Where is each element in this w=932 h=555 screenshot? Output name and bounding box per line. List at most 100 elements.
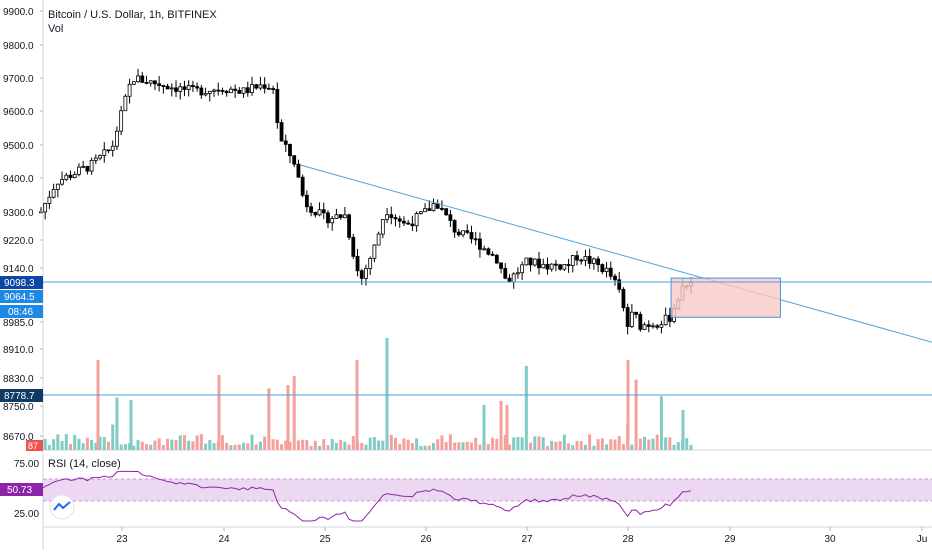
candle-body — [503, 267, 508, 279]
candle-body — [385, 214, 389, 220]
volume-bar — [250, 434, 254, 450]
volume-bar — [436, 439, 440, 450]
volume-bar — [313, 440, 317, 450]
candle-body — [309, 206, 313, 213]
volume-bar — [562, 434, 566, 450]
candle-body — [655, 325, 660, 328]
volume-bar — [651, 438, 655, 450]
candle-body — [423, 208, 427, 213]
volume-bar — [364, 444, 368, 450]
candle-body — [617, 279, 622, 290]
volume-bar — [440, 435, 444, 450]
candle-body — [283, 140, 288, 145]
symbol-title[interactable]: Bitcoin / U.S. Dollar, 1h, BITFINEX — [48, 9, 217, 21]
volume-bar — [263, 436, 267, 450]
candle-body — [570, 255, 575, 266]
candle-body — [621, 288, 626, 309]
candle-body — [625, 307, 630, 327]
volume-bar — [326, 445, 330, 450]
candle-body — [532, 258, 537, 266]
volume-bar — [77, 438, 81, 450]
target-zone[interactable] — [670, 277, 781, 318]
candle-body — [456, 231, 461, 236]
candle-body — [520, 264, 525, 274]
candle-body — [634, 311, 638, 315]
price-tick-label: 9900.0 — [3, 7, 34, 18]
volume-bar — [102, 437, 106, 450]
candle-body — [43, 202, 48, 213]
candle-body — [465, 230, 470, 233]
time-tick-label: 26 — [420, 534, 432, 545]
rsi-tick-75: 75.00 — [14, 459, 39, 470]
candle-body — [123, 95, 128, 112]
volume-bar — [394, 437, 398, 450]
candle-body — [478, 238, 482, 250]
rsi-value-badge-text: 50.73 — [7, 485, 32, 496]
candle-body — [431, 203, 436, 211]
candle-body — [435, 203, 440, 209]
candle-body — [486, 248, 491, 255]
candle-body — [115, 130, 119, 147]
candle-body — [579, 259, 584, 262]
candle-body — [317, 209, 322, 216]
volume-bar — [419, 445, 423, 450]
time-tick-label: 25 — [319, 534, 331, 545]
candle-body — [613, 275, 617, 281]
volume-bar — [343, 441, 347, 450]
volume-label[interactable]: Vol — [48, 23, 64, 35]
candle-body — [566, 264, 571, 266]
volume-bar — [634, 379, 638, 450]
tradingview-logo[interactable] — [49, 494, 75, 520]
volume-bar — [170, 439, 174, 450]
candle-body — [275, 88, 280, 123]
volume-bar — [554, 441, 558, 450]
volume-bar — [161, 445, 165, 450]
volume-bar — [520, 437, 524, 450]
volume-bar — [140, 441, 144, 450]
candle-body — [663, 314, 668, 326]
candle-body — [98, 155, 102, 159]
candle-body — [186, 85, 191, 90]
volume-bar — [389, 434, 393, 450]
candle-body — [279, 122, 284, 142]
candle-body — [659, 324, 664, 328]
candle-body — [169, 87, 174, 90]
volume-bar — [144, 444, 148, 450]
candle-body — [638, 313, 643, 330]
volume-bar — [529, 442, 533, 450]
candle-body — [414, 213, 419, 227]
volume-bar — [94, 442, 98, 450]
badge-hline-price: 8778.7 — [0, 389, 43, 402]
volume-bar — [474, 437, 478, 450]
volume-bar — [647, 439, 651, 450]
price-tick-label: 9140.0 — [3, 264, 34, 275]
trendline[interactable] — [300, 164, 932, 344]
volume-bar — [195, 435, 199, 450]
volume-bar — [507, 444, 511, 450]
volume-bar — [469, 442, 473, 450]
candle-body — [440, 207, 444, 210]
volume-bar — [381, 440, 385, 450]
candle-body — [93, 157, 98, 161]
candle-body — [359, 270, 364, 279]
volume-bar — [672, 444, 676, 450]
volume-bar — [322, 439, 326, 450]
volume-bar — [368, 437, 372, 450]
rsi-title[interactable]: RSI (14, close) — [48, 458, 121, 470]
candle-body — [292, 155, 297, 165]
candle-body — [72, 174, 77, 179]
candle-body — [347, 214, 351, 238]
candle-body — [241, 87, 246, 94]
volume-bar — [630, 444, 634, 450]
volume-bar — [237, 444, 241, 450]
volume-bar — [453, 442, 457, 450]
time-tick-label: 27 — [521, 534, 533, 545]
volume-bar — [689, 444, 693, 450]
candle-body — [372, 244, 377, 259]
candle-body — [608, 267, 613, 277]
candle-body — [216, 89, 221, 92]
volume-bar — [242, 442, 246, 450]
candle-body — [330, 218, 335, 224]
